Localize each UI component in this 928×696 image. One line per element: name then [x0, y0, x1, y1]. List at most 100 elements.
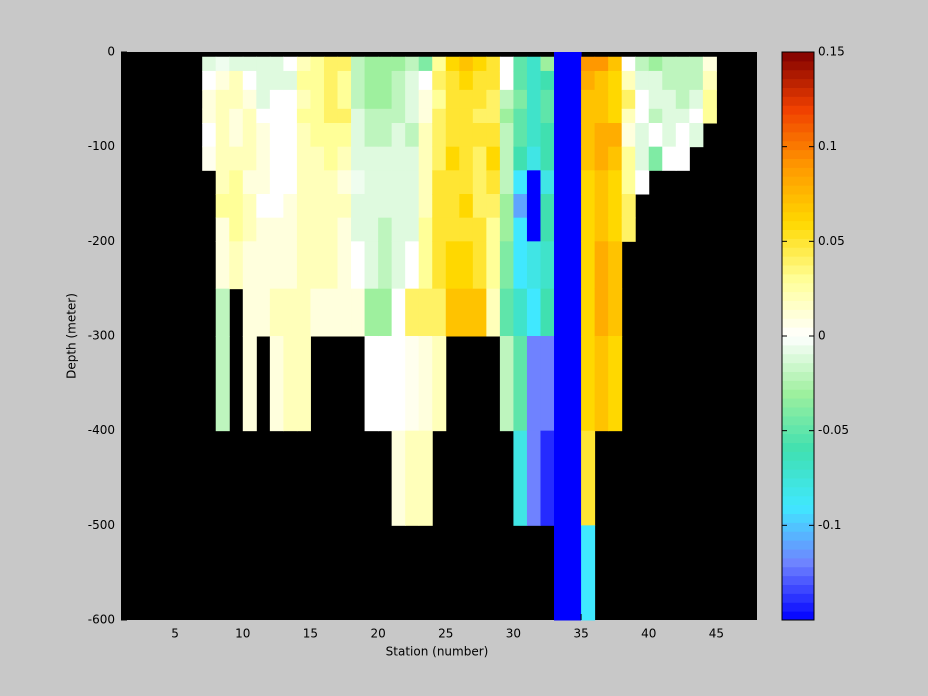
heat-cell	[540, 89, 555, 110]
heat-cell	[526, 123, 541, 148]
heat-cell	[472, 217, 487, 242]
heat-cell	[513, 170, 528, 195]
heat-cell	[554, 217, 569, 242]
heat-cell	[242, 89, 257, 110]
heat-cell	[621, 194, 636, 219]
heat-cell	[351, 146, 366, 171]
heat-cell	[202, 108, 217, 124]
colorbar-tick-label: -0.05	[818, 423, 849, 437]
heat-cell	[554, 170, 569, 195]
colorbar-band	[782, 433, 814, 443]
heat-cell	[513, 89, 528, 110]
colorbar-band	[782, 415, 814, 426]
heat-cell	[269, 70, 284, 91]
heat-cell	[567, 241, 582, 290]
heat-cell	[323, 123, 339, 148]
heat-cell	[581, 525, 596, 621]
heat-cell	[323, 170, 339, 195]
heat-cell	[418, 217, 433, 242]
heat-cell	[499, 146, 514, 171]
heat-cell	[702, 89, 717, 110]
heat-cell	[635, 70, 650, 91]
heat-cell	[554, 123, 569, 148]
heat-cell	[283, 123, 298, 148]
colorbar-band	[782, 593, 814, 603]
heat-cell	[472, 241, 487, 290]
heat-cell	[337, 70, 352, 91]
colorbar-band	[782, 52, 814, 62]
heat-cell	[621, 170, 636, 195]
heat-cell	[594, 217, 609, 242]
heat-cell	[378, 288, 393, 337]
heat-cell	[472, 56, 487, 72]
y-tick-label: -400	[88, 423, 115, 437]
heat-cell	[418, 146, 433, 171]
heat-cell	[323, 241, 339, 290]
heat-cell	[391, 217, 406, 242]
colorbar-band	[782, 522, 814, 532]
heat-cell	[269, 288, 284, 337]
colorbar-tick-label: 0.15	[818, 45, 845, 59]
heat-cell	[594, 108, 609, 124]
heat-cell	[675, 89, 690, 110]
heat-cell	[310, 146, 325, 171]
heat-cell	[432, 288, 447, 337]
heat-cell	[567, 123, 582, 148]
heat-cell	[554, 108, 569, 124]
heat-cell	[256, 108, 271, 124]
heat-cell	[662, 70, 677, 91]
heat-cell	[445, 89, 460, 110]
heat-cell	[608, 170, 623, 195]
heat-cell	[513, 108, 528, 124]
heat-cell	[472, 123, 487, 148]
heat-cell	[540, 241, 555, 290]
colorbar-band	[782, 495, 814, 506]
heat-cell	[432, 108, 447, 124]
heat-cell	[567, 52, 582, 58]
heat-cell	[296, 108, 311, 124]
heat-cell	[540, 194, 555, 219]
colorbar-band	[782, 504, 814, 514]
x-tick-label: 45	[709, 627, 724, 641]
heat-cell	[648, 56, 663, 72]
heat-cell	[662, 108, 677, 124]
heat-cell	[472, 194, 487, 219]
colorbar-band	[782, 282, 814, 293]
colorbar-band	[782, 194, 814, 204]
colorbar-band	[782, 407, 814, 417]
heat-cell	[581, 108, 596, 124]
heat-cell	[581, 430, 596, 526]
heat-cell	[391, 70, 406, 91]
heat-cell	[526, 108, 541, 124]
heat-cell	[405, 336, 420, 432]
heat-cell	[472, 170, 487, 195]
heat-cell	[567, 56, 582, 72]
heat-cell	[702, 56, 717, 72]
heat-cell	[554, 52, 569, 58]
heat-cell	[323, 56, 339, 72]
colorbar-band	[782, 424, 814, 435]
heat-cell	[229, 217, 244, 242]
heat-cell	[459, 170, 474, 195]
heat-cell	[296, 217, 311, 242]
heat-cell	[540, 108, 555, 124]
heat-cell	[351, 108, 366, 124]
heat-cell	[283, 56, 298, 72]
heat-cell	[256, 170, 271, 195]
heat-cell	[405, 146, 420, 171]
heat-cell	[229, 241, 244, 290]
colorbar-band	[782, 60, 814, 71]
heat-cell	[432, 89, 447, 110]
heat-cell	[445, 123, 460, 148]
heat-cell	[459, 241, 474, 290]
heat-cell	[621, 146, 636, 171]
heat-cell	[432, 194, 447, 219]
heat-cell	[513, 288, 528, 337]
heat-cell	[269, 217, 284, 242]
x-axis-label: Station (number)	[386, 645, 489, 659]
heat-cell	[378, 217, 393, 242]
heat-cell	[242, 241, 257, 290]
colorbar-band	[782, 140, 814, 151]
heat-cell	[337, 217, 352, 242]
heat-cell	[608, 56, 623, 72]
